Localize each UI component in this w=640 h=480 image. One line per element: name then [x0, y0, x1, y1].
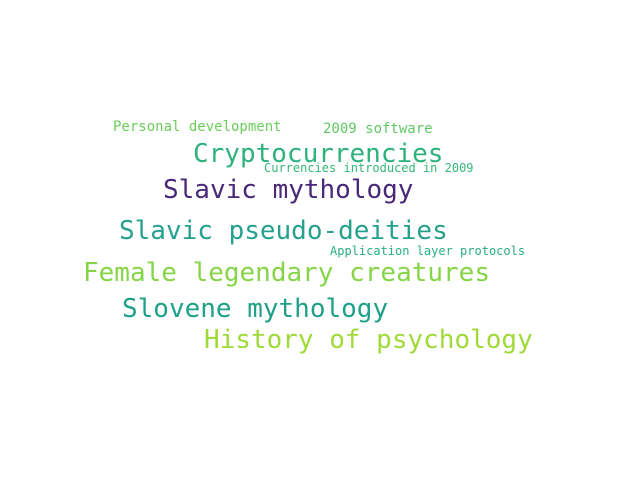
word-cloud-word: Cryptocurrencies [193, 139, 444, 169]
word-cloud-word: 2009 software [323, 121, 433, 137]
word-cloud-word: Slavic pseudo-deities [119, 216, 448, 246]
word-cloud-word: Currencies introduced in 2009 [264, 161, 474, 175]
word-cloud-word: Female legendary creatures [83, 258, 490, 288]
word-cloud-word: Personal development [113, 119, 282, 135]
word-cloud-word: Application layer protocols [330, 244, 526, 258]
word-cloud-word: Slavic mythology [163, 175, 414, 205]
word-cloud-word: History of psychology [204, 325, 533, 355]
word-cloud-word: Slovene mythology [122, 294, 389, 324]
